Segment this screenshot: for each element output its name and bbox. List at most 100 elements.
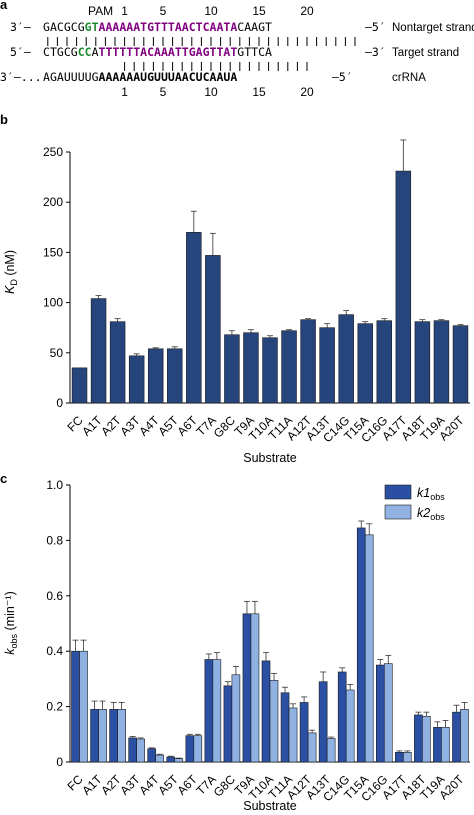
position-number: 10 [204,4,218,18]
kobs-legend: k1obs k2obs [384,484,445,522]
kd-y-tick-label: 0 [56,396,63,410]
nontarget-label: Nontarget strand [392,22,474,34]
target-label: Target strand [392,47,459,59]
kd-bar [357,323,373,404]
kobs-bar-k2obs [422,715,431,763]
position-number: 10 [204,85,218,99]
kobs-bar-k1obs [90,709,99,763]
kobs-bar-k1obs [395,752,404,763]
position-numbers-bottom: 1 5 10 15 20 [121,85,314,99]
position-number: 15 [252,4,266,18]
target-sequence: CTGCGCCATTTTTTACAAATTGAGTTATGTTCA [43,45,272,59]
target-prefix: 5′– [10,45,31,59]
legend-label-k2obs: k2obs [417,506,445,522]
kobs-bar-k1obs [109,709,118,763]
kd-bar [300,319,316,404]
kd-bar [167,348,183,404]
kobs-bar-k2obs [174,758,184,763]
position-number: 20 [300,85,314,99]
kobs-y-tick-label: 0 [56,755,63,769]
kd-y-axis-label: KD (nM) [3,250,19,294]
kobs-y-tick-label: 0.2 [46,700,63,714]
kobs-bar-k1obs [128,737,137,763]
panel-a-label: a [0,0,8,12]
kobs-bar-k1obs [433,727,442,763]
kd-bar [224,334,240,404]
kd-bar [376,320,393,404]
kobs-bar-k2obs [307,732,317,763]
kobs-bar-k2obs [98,709,107,763]
crrna-suffix: –5′ [332,70,353,84]
kobs-bar-k1obs [204,659,214,763]
kd-bar [414,321,431,404]
kd-y-tick-label: 50 [50,346,64,360]
kd-bar [338,314,354,404]
kobs-bar-k1obs [223,685,233,763]
kobs-bar-k1obs [414,714,423,763]
kd-bar [452,325,469,404]
kobs-bar-k2obs [403,752,412,763]
kobs-bar-k2obs [155,754,165,763]
kobs-bar-k1obs [261,660,271,763]
kd-x-axis-label: Substrate [243,451,297,465]
crrna-sequence: AGAUUUUGAAAAAAUGUUUAACUCAAUA [43,70,237,84]
kobs-bar-k1obs [356,527,366,763]
kobs-bar-k2obs [250,613,260,763]
kobs-bar-k2obs [288,707,298,763]
kobs-bar-k2obs [212,659,222,763]
kd-bar [147,348,164,404]
kd-y-tick-label: 250 [43,145,63,159]
kobs-y-tick-label: 0.6 [46,589,63,603]
kobs-y-tick-label: 1.0 [46,478,63,492]
kobs-bar-k2obs [117,709,126,763]
position-number: 5 [160,4,167,18]
legend-swatch-k2obs [384,504,412,520]
kd-bar [433,320,450,404]
kd-y-tick-label: 100 [43,296,63,310]
pam-label: PAM [88,4,113,18]
kd-bar [395,170,412,404]
crrna-prefix: 3′–... [0,70,42,84]
kobs-bar-k2obs [326,738,336,763]
kd-bar [262,337,278,404]
position-number: 15 [252,85,266,99]
kobs-y-axis-label: kobs (min⁻¹) [3,591,19,654]
kobs-bar-k1obs [452,711,461,763]
panel-c-kobs-chart: c 00.20.40.60.81.0FCA1TA2TA3TA4TA5TA6TT7… [0,471,470,813]
kobs-bar-k1obs [318,681,328,763]
kobs-bar-k1obs [166,756,176,763]
legend-swatch-k1obs [384,484,412,500]
panel-b-kd-chart: b 050100150200250FCA1TA2TA3TA4TA5TA6TT7A… [0,112,470,465]
kobs-bar-k2obs [79,650,88,763]
target-suffix: –3′ [365,45,386,59]
kd-bar [205,255,221,404]
kd-bar [128,355,145,404]
kobs-bar-k1obs [147,748,157,763]
kd-bar [319,327,335,404]
nontarget-suffix: –5′ [365,20,386,34]
kobs-y-tick-label: 0.8 [46,533,63,547]
kobs-bar-k2obs [345,689,355,763]
position-number: 5 [160,85,167,99]
panel-a-sequence-diagram: a PAM 1 5 10 15 20 3′– GACGCGGTAAAAAATGTTTAA… [0,0,474,99]
kobs-y-tick-label: 0.4 [46,644,63,658]
kobs-plot-area: 00.20.40.60.81.0FCA1TA2TA3TA4TA5TA6TT7AG… [46,478,470,804]
kobs-bar-k1obs [280,692,290,763]
kd-y-tick-label: 200 [43,195,63,209]
kd-bar [186,232,202,404]
kobs-bar-k2obs [383,663,393,763]
kobs-bar-k1obs [185,735,195,763]
crrna-label: crRNA [392,72,426,84]
kd-plot-area: 050100150200250FCA1TA2TA3TA4TA5TA6TT7AG8… [43,139,470,445]
kd-y-tick-label: 150 [43,245,63,259]
kobs-bar-k2obs [231,674,241,763]
panel-c-label: c [0,471,7,486]
kd-bar [90,298,107,404]
position-number: 1 [121,4,128,18]
kobs-bar-k2obs [460,709,469,763]
kobs-bar-k2obs [269,679,279,763]
position-number: 1 [121,85,128,99]
position-numbers-top: 1 5 10 15 20 [121,4,314,18]
kobs-bar-k2obs [193,735,203,763]
